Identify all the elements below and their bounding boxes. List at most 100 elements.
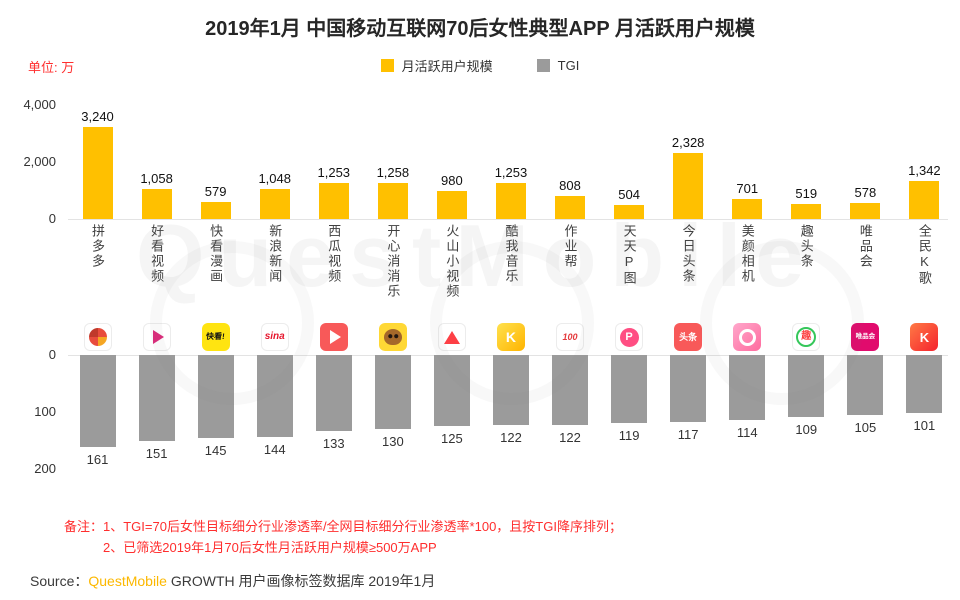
icon-shape (153, 330, 165, 344)
chart-column: 1,058 好看视频 151 (127, 87, 186, 493)
chart-column: 808 作业帮 100 122 (541, 87, 600, 493)
tgi-bar-cell: 133 (315, 355, 352, 493)
tgi-value-label: 145 (204, 443, 227, 458)
mau-bar (850, 203, 881, 219)
icon-text: 100 (562, 331, 578, 342)
chart-column: 701 美颜相机 114 (718, 87, 777, 493)
tgi-bar (552, 355, 589, 425)
tgi-value-label: 105 (854, 420, 877, 435)
chart-column: 2,328 今日头条 头条 117 (659, 87, 718, 493)
tgi-bar (433, 355, 470, 426)
chart-column: 1,258 开心消消乐 130 (363, 87, 422, 493)
tgi-bar-cell: 130 (374, 355, 411, 493)
mau-bar (614, 205, 645, 219)
mau-value-label: 578 (854, 185, 877, 200)
source-prefix: Source： (30, 572, 89, 589)
tgi-bar-cell: 109 (788, 355, 825, 493)
app-name-label: 作业帮 (562, 224, 578, 269)
chart-column: 1,253 西瓜视频 133 (304, 87, 363, 493)
chart-column: 578 唯品会 唯品会 105 (836, 87, 895, 493)
tgi-bar (79, 355, 116, 447)
app-name-label: 新浪新闻 (267, 224, 283, 284)
chart-column: 504 天天P图 P 119 (600, 87, 659, 493)
mau-bar-cell: 701 (732, 87, 763, 219)
app-name-label: 快看漫画 (208, 224, 224, 284)
mau-value-label: 1,048 (258, 171, 291, 186)
mau-bar-cell: 519 (791, 87, 822, 219)
chart-column: 980 火山小视频 125 (422, 87, 481, 493)
top-axis-tick-0: 0 (48, 211, 56, 226)
footnotes: 备注：1、TGI=70后女性目标细分行业渗透率/全网目标细分行业渗透率*100，… (64, 517, 960, 559)
mau-bar (555, 196, 586, 219)
legend-tgi-label: TGI (557, 57, 580, 73)
icon-text: 头条 (679, 331, 698, 342)
mau-bar-cell: 579 (200, 87, 231, 219)
mau-bar-cell: 578 (850, 87, 881, 219)
tgi-bar (315, 355, 352, 431)
chart-column: 579 快看漫画快看! 145 (186, 87, 245, 493)
tgi-value-label: 161 (86, 452, 109, 467)
note-line-2: 2、已筛选2019年1月70后女性月活跃用户规模≥500万APP (103, 539, 437, 555)
toutiao-icon: 头条 (674, 323, 703, 351)
tgi-bar-cell: 122 (552, 355, 589, 493)
tgi-bar (788, 355, 825, 417)
app-name-label: 西瓜视频 (326, 224, 342, 284)
chart-column: 3,240 拼多多 161 (68, 87, 127, 493)
tgi-value-label: 101 (913, 418, 936, 433)
legend: 月活跃用户规模 TGI (0, 55, 960, 75)
mau-bar (495, 183, 526, 219)
source-suffix: GROWTH 用户画像标签数据库 2019年1月 (166, 572, 436, 589)
top-axis-tick-4000: 4,000 (23, 97, 56, 112)
chart-columns: 3,240 拼多多 161 1,058 好看视频 151 579 快看漫画快看! 145 1,04… (68, 87, 954, 493)
tgi-bar (847, 355, 884, 415)
mau-bar-cell: 1,253 (317, 87, 351, 219)
mau-bar (673, 153, 704, 219)
app-name-label: 唯品会 (857, 224, 873, 269)
app-name-label: 今日头条 (680, 224, 696, 284)
mau-value-label: 1,253 (494, 165, 528, 180)
unit-label: 单位: 万 (28, 60, 75, 75)
tgi-bar (906, 355, 943, 413)
icon-text: P (619, 327, 639, 347)
tgi-value-label: 109 (795, 422, 818, 437)
tgi-bar (256, 355, 293, 437)
kuaikan-manhua-icon: 快看! (201, 323, 230, 351)
legend-item-tgi: TGI (536, 57, 580, 73)
icon-text: K (919, 329, 930, 345)
icon-text: K (505, 329, 517, 345)
mau-value-label: 808 (559, 178, 581, 193)
tgi-bar (492, 355, 529, 425)
mau-value-label: 579 (204, 184, 227, 199)
app-name-label: 天天P图 (621, 224, 637, 286)
mau-bar-cell: 1,048 (258, 87, 291, 219)
mau-bar (377, 183, 408, 219)
vipshop-icon: 唯品会 (851, 323, 880, 351)
mau-bar (436, 191, 467, 219)
tgi-bar-cell: 105 (847, 355, 884, 493)
tgi-value-label: 122 (500, 430, 522, 445)
mau-bar (259, 189, 290, 219)
mau-value-label: 1,258 (376, 165, 410, 180)
qutoutiao-icon: 趣 (792, 323, 821, 351)
app-name-label: 美颜相机 (739, 224, 755, 284)
tgi-bar (138, 355, 175, 441)
app-name-label: 开心消消乐 (385, 224, 401, 299)
tgi-bar-cell: 151 (138, 355, 175, 493)
icon-text: 唯品会 (855, 332, 876, 340)
mau-bar (791, 204, 822, 219)
mau-value-label: 1,253 (317, 165, 351, 180)
tgi-bar-cell: 125 (433, 355, 470, 493)
tgi-value-label: 133 (322, 436, 345, 451)
legend-item-mau: 月活跃用户规模 (380, 56, 493, 75)
app-name-label: 趣头条 (798, 224, 814, 269)
tgi-value-label: 130 (381, 434, 404, 449)
tgi-value-label: 117 (677, 427, 699, 442)
mau-value-label: 1,058 (140, 171, 173, 186)
icon-shape (330, 330, 342, 344)
icon-shape (443, 330, 460, 344)
chart-column: 1,048 新浪新闻 sina 144 (245, 87, 304, 493)
tgi-bar (611, 355, 648, 423)
chart-column: 1,253 酷我音乐 K 122 (481, 87, 540, 493)
icon-text: sina (264, 331, 285, 342)
